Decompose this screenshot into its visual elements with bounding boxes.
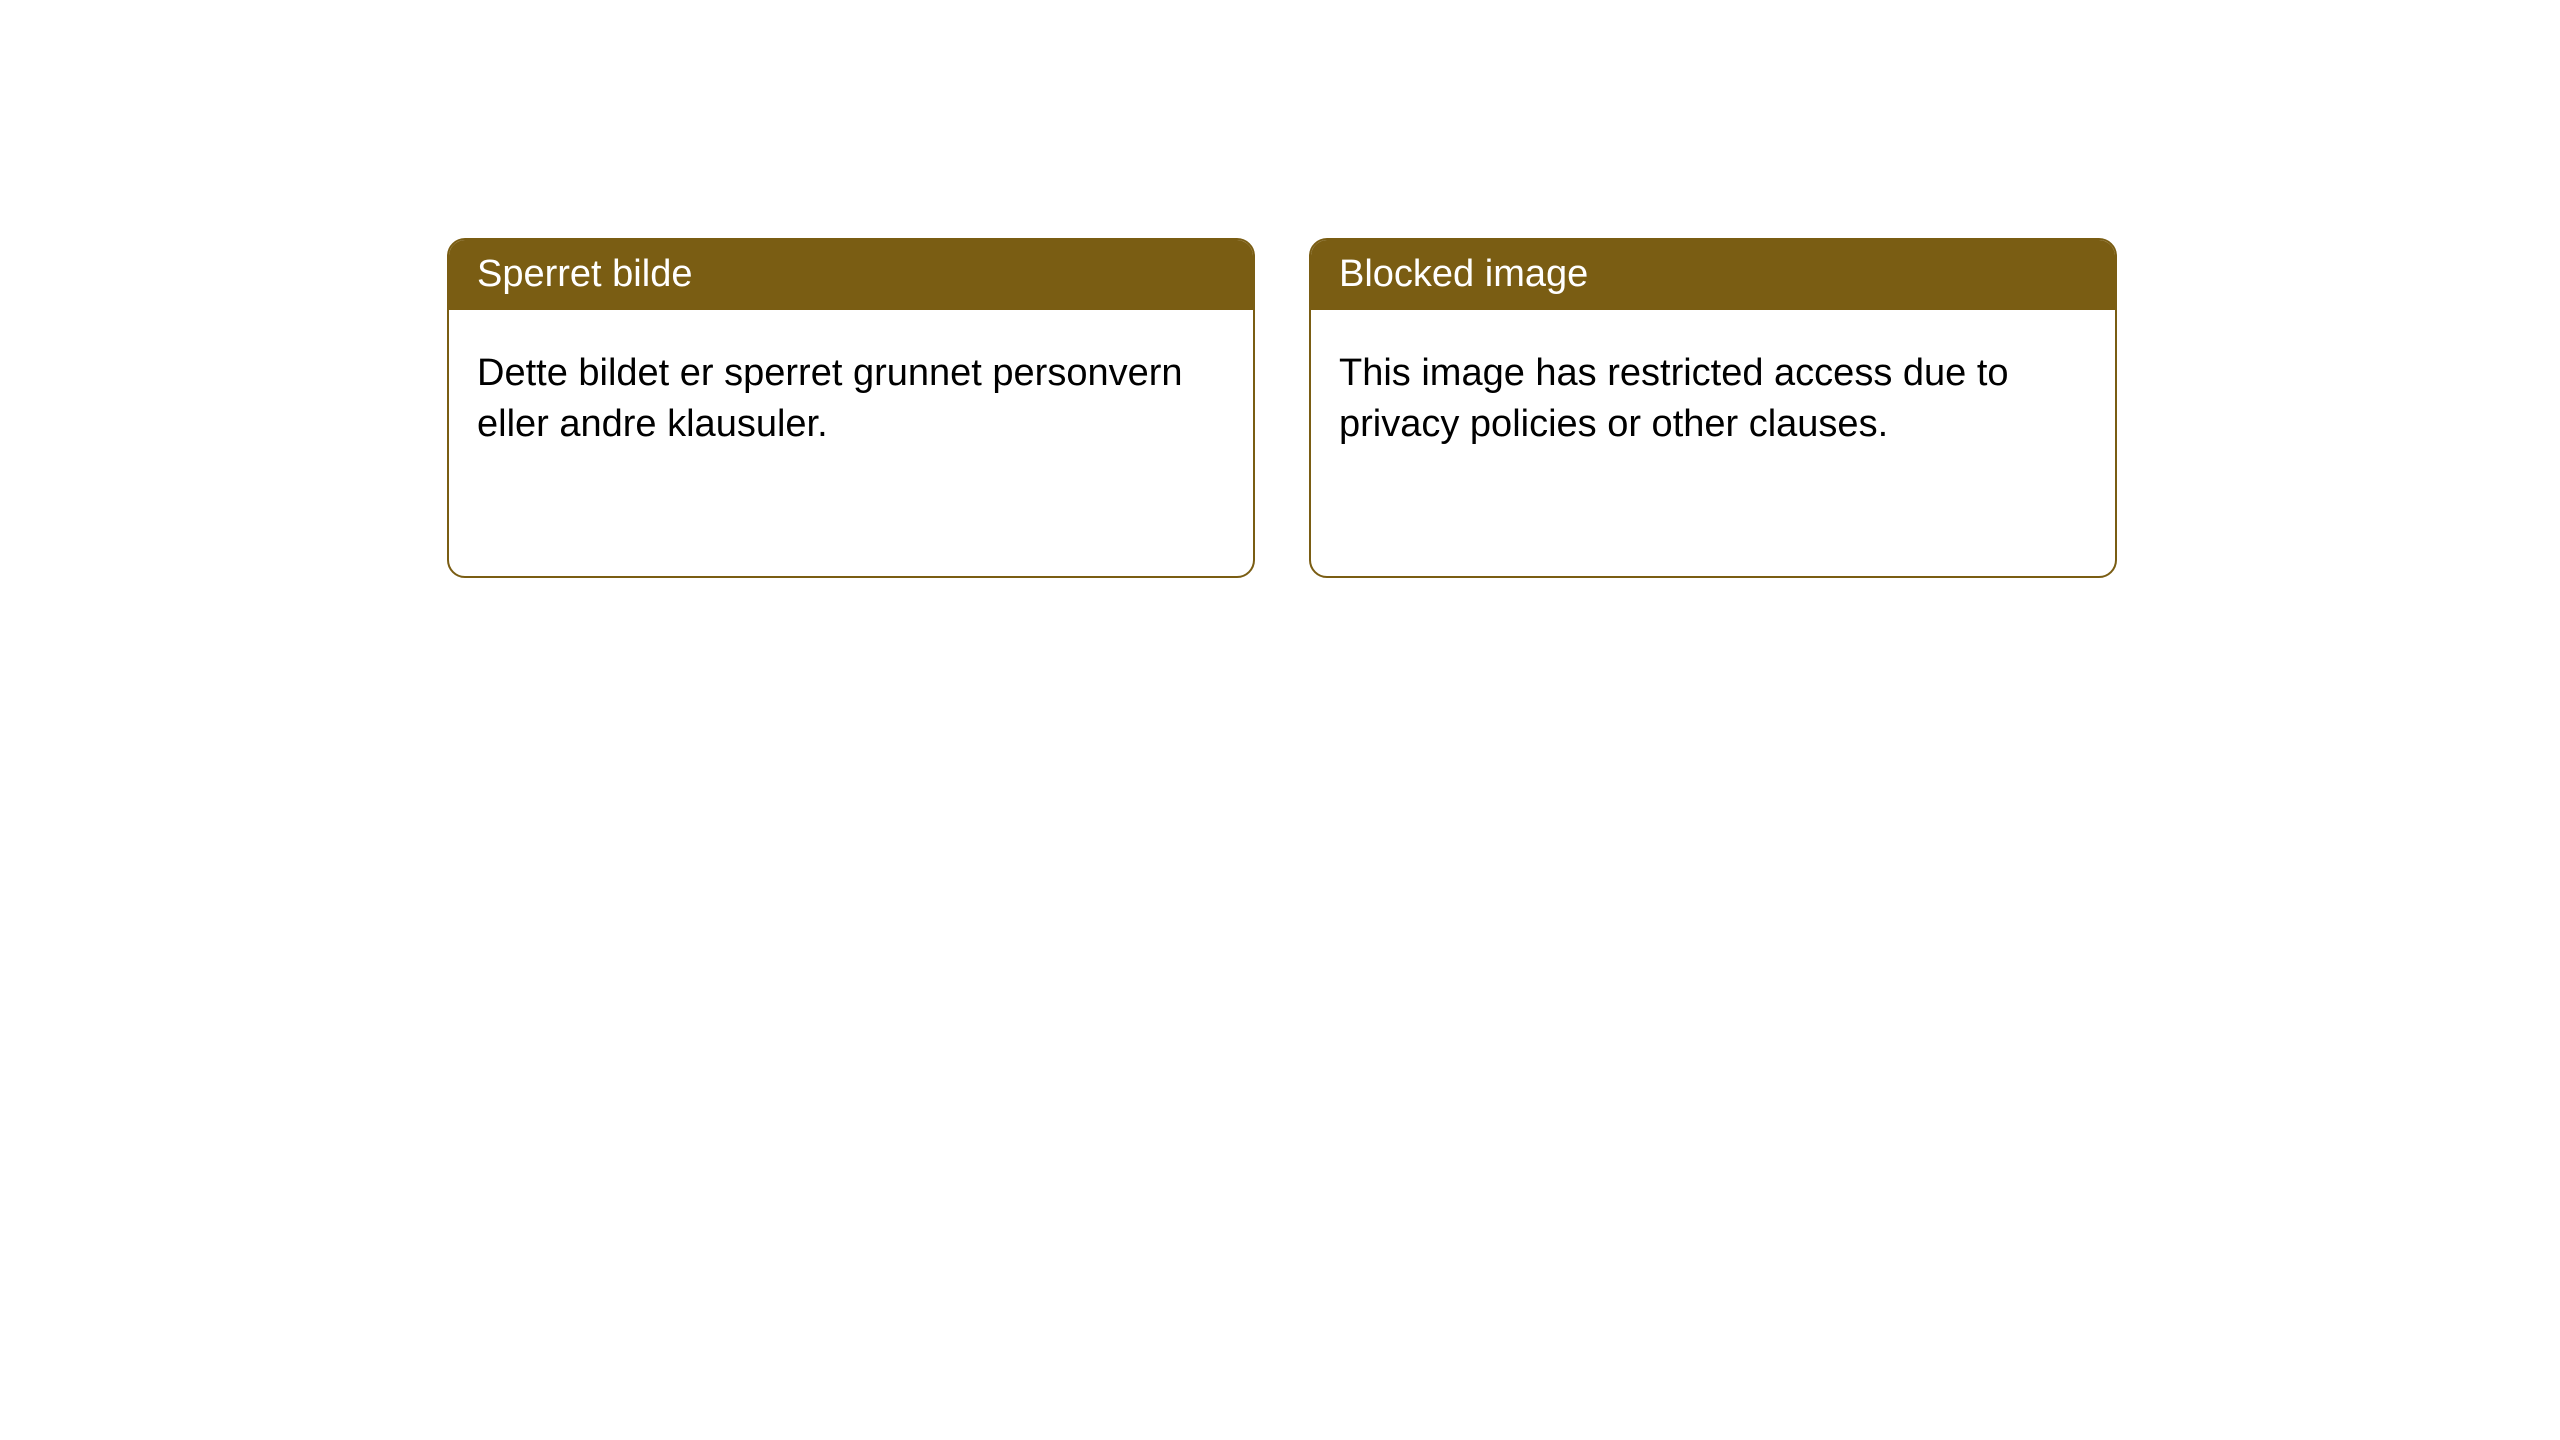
card-body-en: This image has restricted access due to …	[1311, 310, 2115, 489]
card-title-en: Blocked image	[1339, 253, 1588, 295]
card-header-en: Blocked image	[1311, 240, 2115, 310]
blocked-image-card-no: Sperret bilde Dette bildet er sperret gr…	[447, 238, 1255, 578]
card-title-no: Sperret bilde	[477, 253, 692, 295]
card-header-no: Sperret bilde	[449, 240, 1253, 310]
card-body-no: Dette bildet er sperret grunnet personve…	[449, 310, 1253, 489]
card-message-en: This image has restricted access due to …	[1339, 352, 2009, 445]
card-message-no: Dette bildet er sperret grunnet personve…	[477, 352, 1183, 445]
notice-cards-container: Sperret bilde Dette bildet er sperret gr…	[447, 238, 2117, 578]
blocked-image-card-en: Blocked image This image has restricted …	[1309, 238, 2117, 578]
